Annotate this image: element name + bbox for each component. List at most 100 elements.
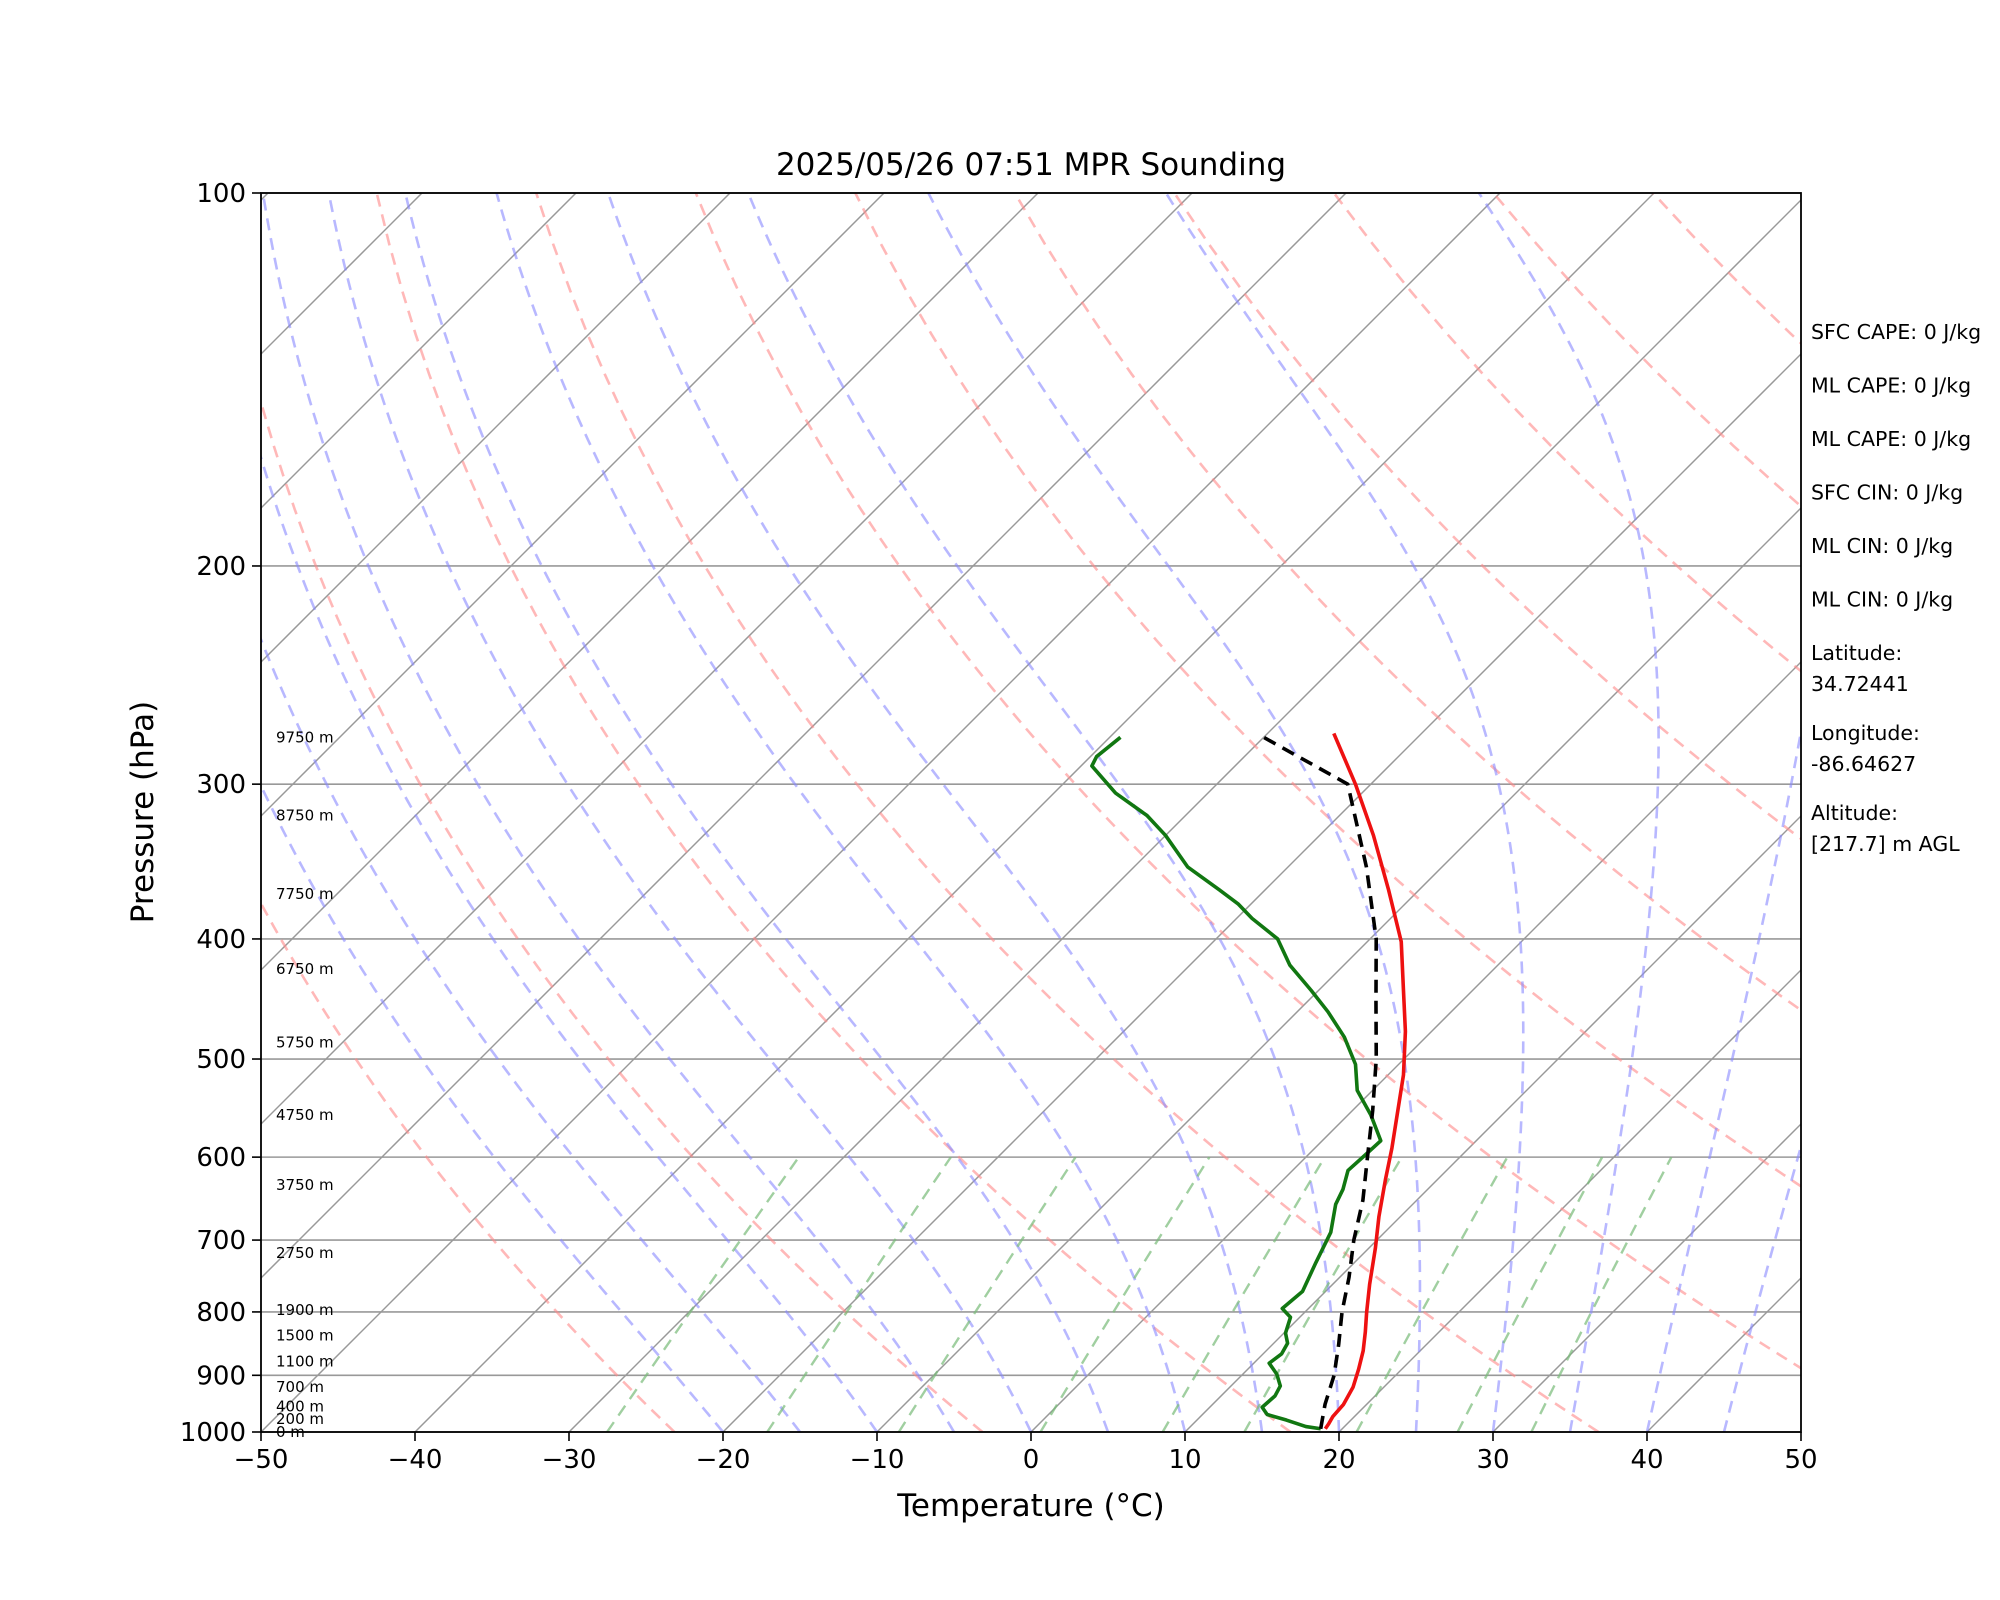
height-label: 1500 m	[276, 1327, 334, 1345]
mixing-ratio-lines	[606, 1156, 1673, 1432]
height-label: 1900 m	[276, 1301, 334, 1319]
stat-entry: SFC CIN: 0 J/kg	[1811, 481, 1963, 505]
dry-adiabat	[535, 193, 1600, 1432]
height-label: 6750 m	[276, 960, 334, 978]
isotherm-line	[876, 506, 1801, 1432]
moist-adiabat	[404, 193, 1110, 1432]
stat-entry: ML CAPE: 0 J/kg	[1811, 374, 1971, 398]
moist-adiabat	[606, 193, 1264, 1432]
moist-adiabat	[1645, 724, 1801, 1432]
isotherm-lines	[261, 193, 1801, 1432]
mixing-ratio-line	[1039, 1156, 1211, 1432]
x-tick-label: 20	[1322, 1445, 1355, 1475]
stat-entry: Longitude: -86.64627	[1811, 721, 1920, 776]
y-axis-ticks: 100 200 300 400 500 600 700 800 900 1000	[180, 179, 261, 1448]
height-label: 3750 m	[276, 1176, 334, 1194]
moist-adiabat	[1164, 193, 1525, 1432]
stat-entry: Latitude: 34.72441	[1811, 641, 1909, 696]
y-tick-label: 700	[196, 1226, 246, 1256]
isotherm-line	[261, 193, 1193, 1126]
mixing-ratio-line	[897, 1156, 1077, 1432]
isotherm-line	[1184, 814, 1801, 1432]
dry-adiabat	[261, 900, 676, 1432]
dry-adiabat	[694, 193, 1801, 1370]
x-axis-title: Temperature (°C)	[896, 1488, 1165, 1524]
mixing-ratio-line	[1530, 1156, 1673, 1432]
mixing-ratio-line	[1456, 1156, 1604, 1432]
y-tick-label: 300	[196, 770, 246, 800]
y-tick-label: 400	[196, 925, 246, 955]
moist-adiabat	[261, 193, 956, 1432]
mixing-ratio-line	[606, 1156, 800, 1432]
y-tick-label: 200	[196, 552, 246, 582]
isotherm-line	[261, 193, 1501, 1432]
dry-adiabat	[375, 193, 1292, 1432]
dry-adiabat	[854, 193, 1801, 1188]
dry-adiabat-lines	[261, 193, 1801, 1432]
y-tick-label: 500	[196, 1045, 246, 1075]
isotherm-line	[261, 193, 1347, 1280]
y-tick-label: 1000	[180, 1418, 246, 1448]
sounding-stats-panel: SFC CAPE: 0 J/kg ML CAPE: 0 J/kg ML CAPE: …	[1811, 320, 1981, 856]
stat-entry: ML CIN: 0 J/kg	[1811, 534, 1953, 558]
height-label: 4750 m	[276, 1106, 334, 1124]
stat-entry: ML CAPE: 0 J/kg	[1811, 427, 1971, 451]
sounding-profiles	[1090, 732, 1408, 1431]
moist-adiabat	[1722, 1141, 1801, 1432]
isotherm-line	[261, 193, 1039, 972]
mixing-ratio-line	[1355, 1156, 1509, 1432]
isotherm-line	[414, 193, 1655, 1432]
height-label: 7750 m	[276, 885, 334, 903]
x-tick-label: 50	[1784, 1445, 1817, 1475]
x-tick-label: 40	[1630, 1445, 1663, 1475]
stat-entry: ML CIN: 0 J/kg	[1811, 588, 1953, 612]
mixing-ratio-line	[1243, 1156, 1403, 1432]
temperature-profile	[1323, 732, 1408, 1430]
chart-title: 2025/05/26 07:51 MPR Sounding	[776, 147, 1286, 183]
isotherm-line	[1492, 1122, 1801, 1432]
dewpoint-profile	[1090, 735, 1383, 1431]
x-tick-label: −50	[234, 1445, 289, 1475]
stat-entry: Altitude: [217.7] m AGL	[1811, 801, 1960, 856]
height-label: 2750 m	[276, 1244, 334, 1262]
x-tick-label: −40	[388, 1445, 443, 1475]
dry-adiabat	[1013, 193, 1801, 1012]
isotherm-line	[261, 193, 577, 510]
x-tick-label: 10	[1168, 1445, 1201, 1475]
mixing-ratio-line	[1161, 1156, 1326, 1432]
plot-area	[261, 193, 1801, 1432]
x-tick-label: −10	[850, 1445, 905, 1475]
moist-adiabat	[927, 193, 1422, 1432]
isotherm-line	[722, 352, 1801, 1432]
x-tick-label: −20	[696, 1445, 751, 1475]
isotherm-line	[568, 198, 1801, 1432]
y-tick-label: 100	[196, 179, 246, 209]
isotherm-line	[261, 193, 731, 664]
moist-adiabat	[327, 193, 1033, 1432]
moist-adiabat	[261, 453, 879, 1432]
height-label: 9750 m	[276, 728, 334, 746]
isotherm-line	[1030, 660, 1801, 1432]
height-label: 8750 m	[276, 807, 334, 825]
dry-adiabat	[261, 396, 984, 1432]
moist-adiabat	[1477, 193, 1660, 1432]
y-axis-title: Pressure (hPa)	[125, 701, 161, 923]
height-label: 400 m	[276, 1398, 324, 1416]
moist-adiabat	[495, 193, 1187, 1432]
y-tick-label: 600	[196, 1143, 246, 1173]
height-label: 200 m	[276, 1410, 324, 1428]
isotherm-line	[261, 193, 885, 818]
height-label: 700 m	[276, 1378, 324, 1396]
x-tick-label: 30	[1476, 1445, 1509, 1475]
y-tick-label: 900	[196, 1361, 246, 1391]
x-axis-ticks: −50 −40 −30 −20 −10 0 10 20 30 40 50	[234, 1432, 1818, 1475]
parcel-profile	[1262, 735, 1379, 1430]
height-label: 1100 m	[276, 1352, 334, 1370]
stat-entry: SFC CAPE: 0 J/kg	[1811, 320, 1981, 344]
moist-adiabat	[747, 193, 1341, 1432]
mixing-ratio-line	[766, 1156, 952, 1432]
x-tick-label: 0	[1023, 1445, 1040, 1475]
isotherm-line	[1338, 968, 1801, 1432]
